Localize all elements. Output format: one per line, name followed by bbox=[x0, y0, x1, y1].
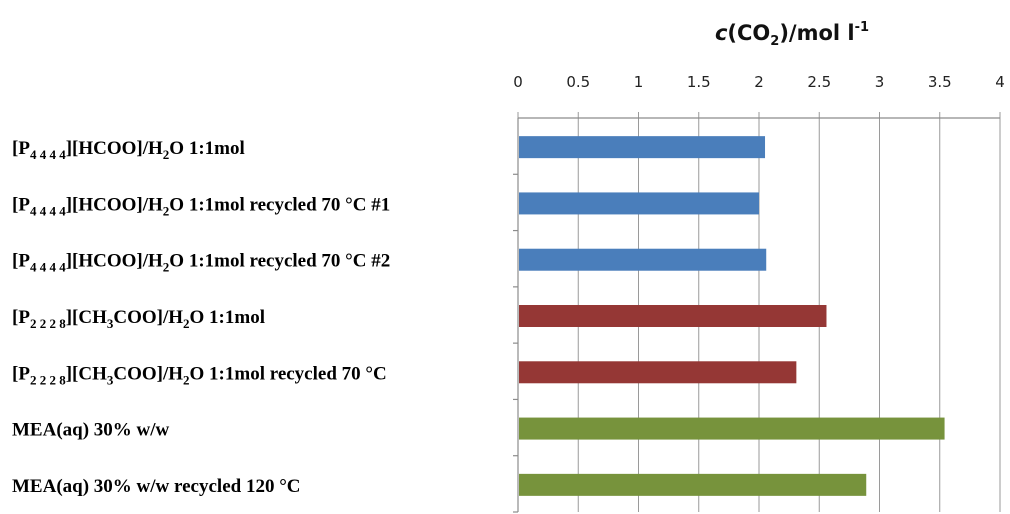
x-tick-label-0: 0 bbox=[513, 73, 523, 91]
category-label-5-part-0: MEA(aq) 30% w/w bbox=[12, 420, 170, 441]
x-axis-title-close: )/mol l bbox=[779, 21, 854, 45]
x-tick-label-1: 0.5 bbox=[566, 73, 590, 91]
x-tick-label-7: 3.5 bbox=[928, 73, 952, 91]
bar-6 bbox=[519, 473, 867, 496]
x-tick-label-8: 4 bbox=[995, 73, 1005, 91]
category-label-1-part-2: ][HCOO]/H bbox=[66, 194, 163, 215]
category-label-3-part-5: 2 bbox=[183, 316, 190, 331]
category-label-1-part-4: O 1:1mol recycled 70 °C #1 bbox=[169, 194, 390, 215]
category-label-3-part-6: O 1:1mol bbox=[190, 307, 265, 328]
bars bbox=[519, 136, 945, 496]
category-label-1-part-0: [P bbox=[12, 194, 30, 215]
x-axis-title: c(CO2)/mol l-1 bbox=[715, 20, 869, 49]
category-label-2-part-2: ][HCOO]/H bbox=[66, 251, 163, 272]
category-label-3: [P2 2 2 8][CH3COO]/H2O 1:1mol bbox=[12, 307, 265, 331]
x-axis-title-open: (CO bbox=[727, 21, 770, 45]
category-label-4-part-3: 3 bbox=[107, 372, 114, 387]
category-label-4: [P2 2 2 8][CH3COO]/H2O 1:1mol recycled 7… bbox=[12, 363, 387, 387]
x-tick-label-3: 1.5 bbox=[687, 73, 711, 91]
x-axis-title-sub: 2 bbox=[770, 34, 779, 49]
category-label-6-part-0: MEA(aq) 30% w/w recycled 120 °C bbox=[12, 476, 301, 497]
category-label-4-part-1: 2 2 2 8 bbox=[30, 372, 66, 387]
category-label-4-part-2: ][CH bbox=[66, 363, 107, 384]
bar-0 bbox=[519, 136, 766, 159]
bar-1 bbox=[519, 192, 759, 215]
bar-5 bbox=[519, 417, 945, 440]
category-label-1: [P4 4 4 4][HCOO]/H2O 1:1mol recycled 70 … bbox=[12, 194, 390, 218]
category-labels: [P4 4 4 4][HCOO]/H2O 1:1mol[P4 4 4 4][HC… bbox=[12, 138, 390, 497]
x-axis-title-sup: -1 bbox=[855, 20, 869, 35]
category-label-4-part-4: COO]/H bbox=[113, 363, 183, 384]
category-label-4-part-0: [P bbox=[12, 363, 30, 384]
x-axis-title-prefix: c bbox=[715, 21, 728, 45]
x-tick-label-4: 2 bbox=[754, 73, 764, 91]
category-label-0-part-1: 4 4 4 4 bbox=[30, 147, 66, 162]
x-tick-label-5: 2.5 bbox=[807, 73, 831, 91]
category-label-0-part-4: O 1:1mol bbox=[169, 138, 244, 159]
x-tick-label-2: 1 bbox=[634, 73, 644, 91]
category-label-0-part-2: ][HCOO]/H bbox=[66, 138, 163, 159]
x-tick-label-6: 3 bbox=[875, 73, 885, 91]
category-label-2-part-0: [P bbox=[12, 251, 30, 272]
bar-3 bbox=[519, 305, 827, 327]
category-label-3-part-4: COO]/H bbox=[113, 307, 183, 328]
category-label-4-part-6: O 1:1mol recycled 70 °C bbox=[190, 363, 387, 384]
bar-4 bbox=[519, 361, 797, 384]
category-label-4-part-5: 2 bbox=[183, 372, 190, 387]
category-label-2-part-3: 2 bbox=[163, 260, 170, 275]
category-label-2-part-1: 4 4 4 4 bbox=[30, 260, 66, 275]
category-label-1-part-1: 4 4 4 4 bbox=[30, 203, 66, 218]
category-label-5: MEA(aq) 30% w/w bbox=[12, 420, 170, 441]
category-label-2: [P4 4 4 4][HCOO]/H2O 1:1mol recycled 70 … bbox=[12, 251, 390, 275]
category-label-3-part-2: ][CH bbox=[66, 307, 107, 328]
category-label-1-part-3: 2 bbox=[163, 203, 170, 218]
bar-2 bbox=[519, 248, 767, 271]
category-label-3-part-3: 3 bbox=[107, 316, 114, 331]
category-label-3-part-0: [P bbox=[12, 307, 30, 328]
category-label-2-part-4: O 1:1mol recycled 70 °C #2 bbox=[169, 251, 390, 272]
category-label-3-part-1: 2 2 2 8 bbox=[30, 316, 66, 331]
x-tick-labels: 0 0.5 1 1.5 2 2.5 3 3.5 4 bbox=[513, 73, 1005, 91]
category-label-0-part-0: [P bbox=[12, 138, 30, 159]
category-label-6: MEA(aq) 30% w/w recycled 120 °C bbox=[12, 476, 301, 497]
category-label-0: [P4 4 4 4][HCOO]/H2O 1:1mol bbox=[12, 138, 245, 162]
category-label-0-part-3: 2 bbox=[163, 147, 170, 162]
